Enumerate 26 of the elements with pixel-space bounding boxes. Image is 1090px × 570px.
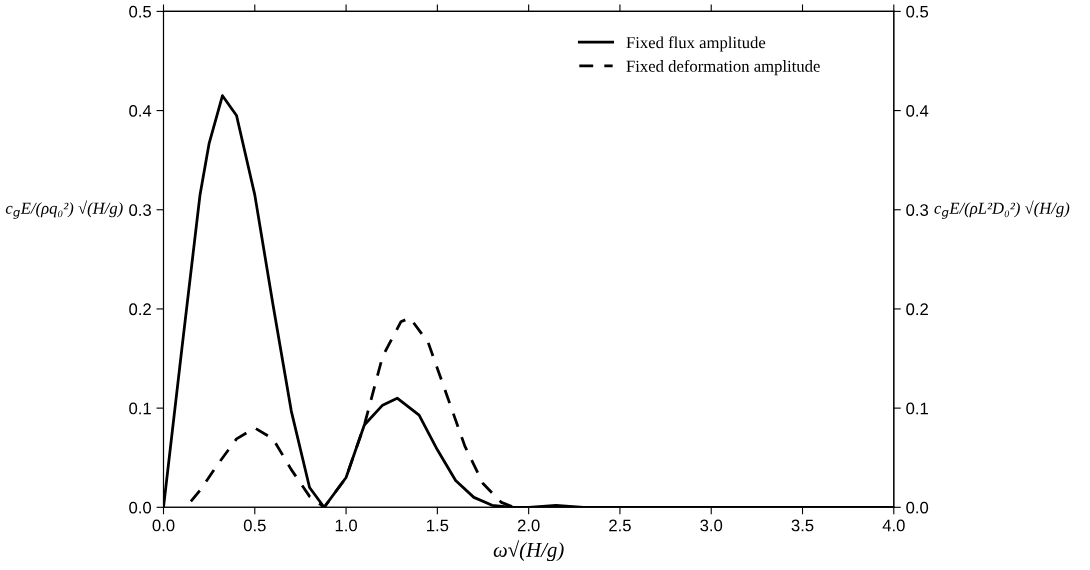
y-tick-label: 0.2 [129, 303, 151, 316]
x-tick-label: 2.0 [517, 519, 540, 532]
y2-tick-label: 0.3 [906, 204, 929, 216]
y2-axis-title: c$_{g}$E/(ρL²D₀²) √(H/g) [934, 200, 1070, 219]
y-tick-label: 0.3 [129, 204, 151, 216]
y-tick-label: 0.5 [129, 5, 151, 18]
y2-tick-label: 0.1 [906, 402, 928, 415]
y-axis-title: c$_{g}$E/(ρq₀²) √(H/g) [5, 200, 123, 219]
x-tick-label: 1.5 [427, 519, 449, 532]
x-tick-label: 2.5 [609, 519, 631, 532]
x-tick-label: 4.0 [882, 519, 905, 532]
x-tick-label: 0.0 [152, 519, 175, 532]
y-tick-label: 0.4 [129, 104, 152, 117]
y-tick-label: 0.0 [129, 501, 152, 514]
x-tick-label: 0.5 [243, 519, 266, 532]
legend-label: Fixed flux amplitude [626, 36, 766, 52]
y-tick-label: 0.1 [129, 402, 151, 415]
y2-tick-label: 0.2 [906, 303, 928, 316]
x-tick-label: 3.5 [791, 519, 814, 532]
legend-label: Fixed deformation amplitude [626, 59, 820, 76]
y2-tick-label: 0.5 [906, 5, 929, 18]
x-tick-label: 1.0 [335, 519, 358, 532]
x-axis-title: ω√(H/g) [493, 540, 564, 562]
y2-tick-label: 0.4 [906, 104, 929, 117]
x-tick-label: 3.0 [700, 519, 723, 532]
y2-tick-label: 0.0 [906, 501, 929, 514]
